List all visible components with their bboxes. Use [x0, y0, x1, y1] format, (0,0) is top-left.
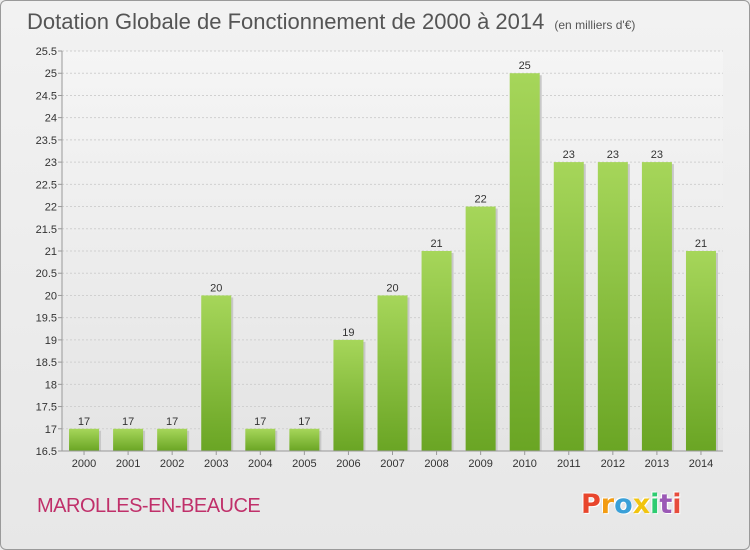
bar-value-label: 25: [519, 60, 531, 72]
x-tick-label: 2012: [601, 458, 625, 470]
y-tick-label: 24: [45, 113, 57, 125]
y-tick-label: 16.5: [36, 446, 57, 458]
bar-value-label: 23: [563, 149, 575, 161]
logo-letter: o: [614, 489, 633, 520]
bar-2000: [69, 428, 100, 451]
y-tick-label: 19.5: [36, 313, 57, 325]
y-tick-label: 21.5: [36, 224, 57, 236]
x-tick-label: 2002: [160, 458, 184, 470]
x-tick-label: 2005: [292, 458, 316, 470]
logo-letter: i: [650, 489, 660, 520]
bar-value-label: 17: [78, 416, 90, 428]
logo-letter: x: [632, 489, 651, 520]
x-tick-label: 2006: [336, 458, 360, 470]
y-tick-label: 25.5: [36, 46, 57, 58]
chart-title-text: Dotation Globale de Fonctionnement de 20…: [27, 9, 545, 34]
y-tick-label: 24.5: [36, 90, 57, 102]
y-tick-label: 18: [45, 379, 57, 391]
y-tick-label: 22: [45, 202, 57, 214]
bar-2006: [333, 339, 364, 451]
bar-value-label: 17: [122, 416, 134, 428]
bar-value-label: 17: [166, 416, 178, 428]
y-tick-label: 17.5: [36, 402, 57, 414]
bar-value-label: 22: [475, 194, 487, 206]
y-tick-label: 23.5: [36, 135, 57, 147]
x-tick-label: 2011: [557, 458, 581, 470]
commune-name: MAROLLES-EN-BEAUCE: [37, 495, 261, 517]
chart-unit-label: (en milliers d'€): [554, 18, 636, 32]
bar-value-label: 17: [298, 416, 310, 428]
y-tick-label: 23: [45, 157, 57, 169]
x-tick-label: 2004: [248, 458, 272, 470]
y-tick-label: 18.5: [36, 357, 57, 369]
x-tick-label: 2000: [72, 458, 96, 470]
bar-2011: [553, 162, 584, 451]
y-tick-label: 21: [45, 246, 57, 258]
bar-2002: [157, 428, 188, 451]
bar-2001: [113, 428, 144, 451]
bar-value-label: 21: [695, 238, 707, 250]
x-tick-label: 2010: [512, 458, 536, 470]
logo-letter: t: [659, 489, 673, 520]
x-tick-label: 2007: [380, 458, 404, 470]
bar-2014: [685, 251, 716, 451]
y-tick-label: 19: [45, 335, 57, 347]
x-tick-label: 2009: [468, 458, 492, 470]
logo-letter: i: [672, 489, 682, 520]
bar-2013: [641, 162, 672, 451]
bar-2010: [509, 73, 540, 451]
bar-2008: [421, 251, 452, 451]
y-tick-label: 22.5: [36, 179, 57, 191]
bar-value-label: 23: [651, 149, 663, 161]
chart-title: Dotation Globale de Fonctionnement de 20…: [27, 9, 635, 35]
bar-value-label: 19: [342, 327, 354, 339]
bar-2009: [465, 206, 496, 451]
proxiti-logo: Proxiti: [581, 489, 682, 520]
x-tick-label: 2008: [424, 458, 448, 470]
bar-2005: [289, 428, 320, 451]
bar-value-label: 17: [254, 416, 266, 428]
bar-2004: [245, 428, 276, 451]
y-tick-label: 20: [45, 290, 57, 302]
bar-2003: [201, 295, 232, 451]
y-tick-label: 25: [45, 68, 57, 80]
x-tick-label: 2014: [689, 458, 713, 470]
bar-value-label: 23: [607, 149, 619, 161]
bar-value-label: 20: [386, 282, 398, 294]
bar-value-label: 20: [210, 282, 222, 294]
bar-value-label: 21: [430, 238, 442, 250]
x-tick-label: 2001: [116, 458, 140, 470]
bar-2007: [377, 295, 408, 451]
logo-letter: r: [600, 489, 615, 520]
y-tick-label: 17: [45, 424, 57, 436]
x-tick-label: 2003: [204, 458, 228, 470]
bar-2012: [597, 162, 628, 451]
x-tick-label: 2013: [645, 458, 669, 470]
y-tick-label: 20.5: [36, 268, 57, 280]
logo-letter: P: [581, 489, 601, 520]
